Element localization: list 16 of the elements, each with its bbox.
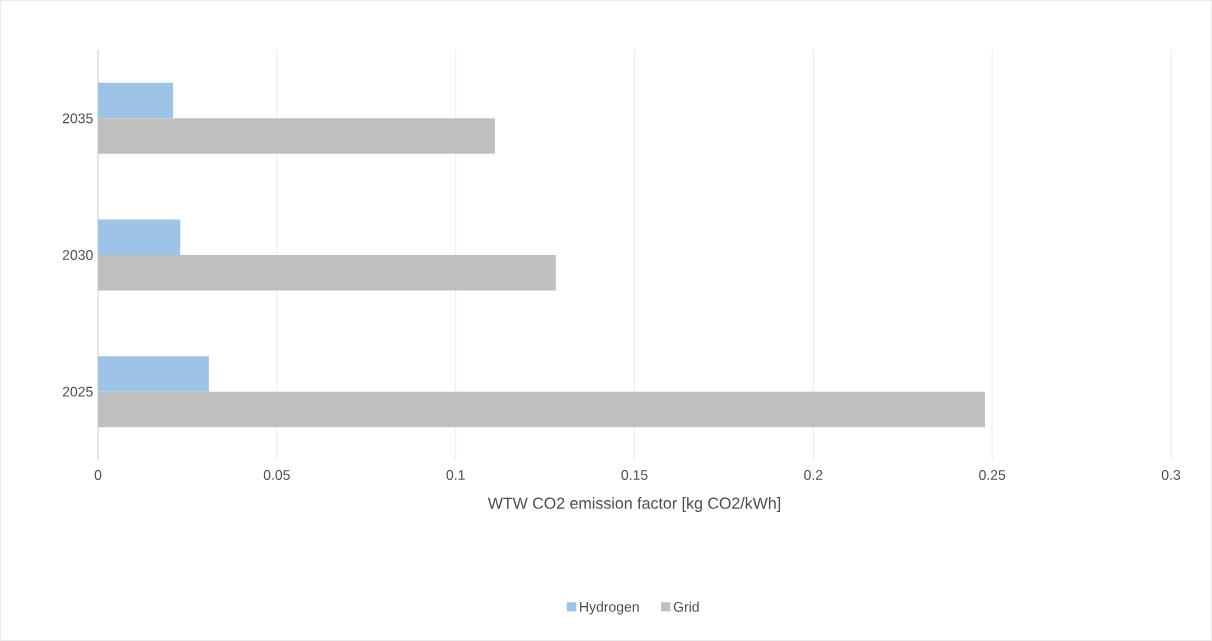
y-tick-label: 2035 bbox=[62, 113, 93, 124]
x-tick-label: 0.05 bbox=[263, 470, 290, 480]
y-tick-label: 2025 bbox=[62, 386, 93, 397]
bar bbox=[98, 82, 174, 119]
y-tick-label: 2030 bbox=[62, 250, 93, 260]
bar bbox=[98, 219, 181, 255]
bar bbox=[98, 356, 209, 392]
legend-label: Hydrogen bbox=[580, 601, 639, 615]
x-tick-label: 0 bbox=[94, 470, 102, 480]
x-tick-label: 0.2 bbox=[804, 470, 823, 480]
x-tick-label: 0.3 bbox=[1161, 470, 1181, 480]
x-tick-label: 0.1 bbox=[446, 470, 465, 480]
x-tick-label: 0.15 bbox=[621, 470, 648, 480]
x-axis-title: WTW CO2 emission factor [kg CO2/kWh] bbox=[487, 497, 781, 513]
x-tick-label: 0.25 bbox=[979, 470, 1006, 480]
legend-label: Grid bbox=[673, 601, 699, 612]
